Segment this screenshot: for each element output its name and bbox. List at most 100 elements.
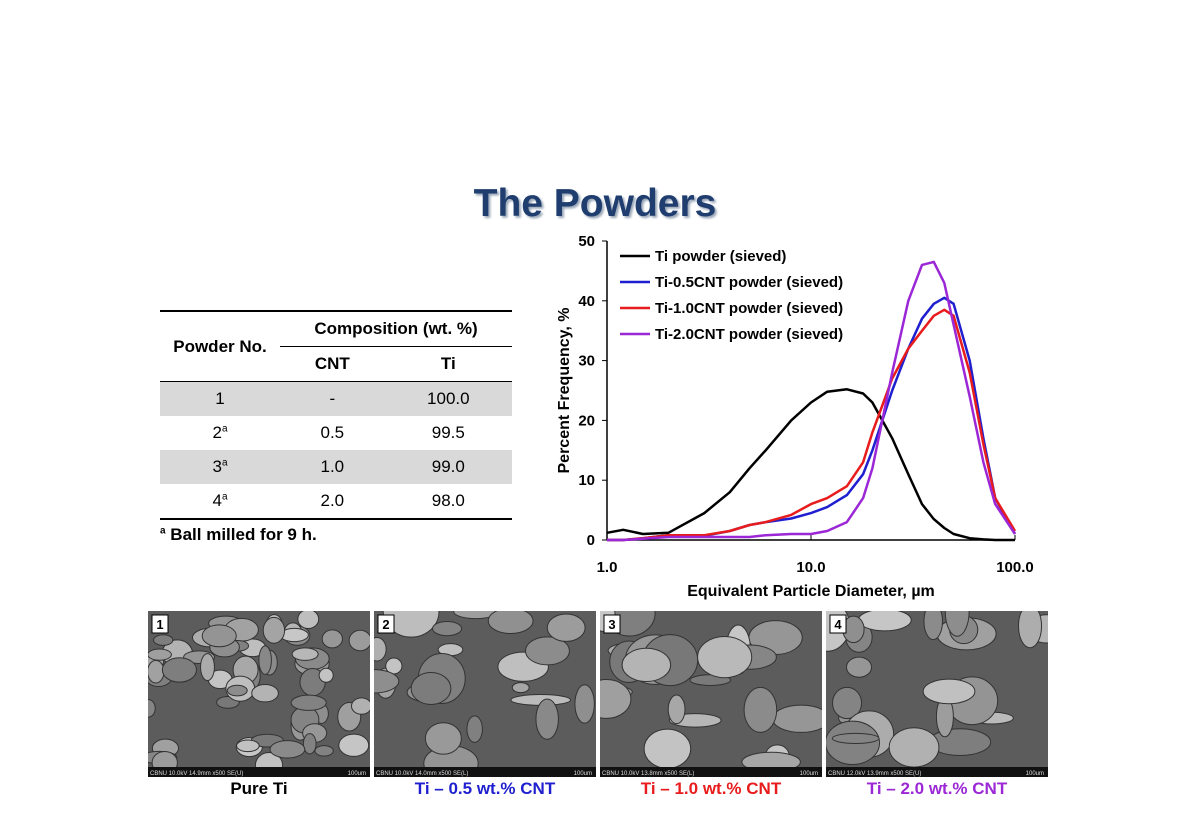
cell: 99.5 (431, 423, 465, 442)
particle (600, 679, 632, 719)
cell: 100.0 (384, 381, 512, 416)
x-tick-label: 10.0 (796, 559, 825, 576)
particle (262, 616, 286, 644)
footnote-text: Ball milled for 9 h. (170, 525, 317, 544)
particle (944, 611, 970, 637)
info-bar (148, 767, 370, 777)
particle (269, 740, 306, 759)
scale-text: 100um (348, 771, 366, 777)
info-bar (600, 767, 822, 777)
y-tick-label: 50 (578, 233, 595, 250)
number-box (151, 614, 169, 634)
particle (466, 715, 483, 743)
particle (258, 645, 272, 675)
number-text: 1 (156, 617, 163, 632)
composition-table: Powder No. Composition (wt. %) CNT Ti 1 -… (160, 310, 512, 520)
caption: Ti – 1.0 wt.% CNT (640, 779, 782, 798)
particle (251, 684, 279, 703)
header-cell: Powder No. (173, 336, 267, 356)
micrograph: CBNU 10.0kV 14.0mm x500 SE(L) 100um 2 (374, 611, 596, 777)
legend-label: Ti-2.0CNT powder (sieved) (655, 326, 843, 343)
cell: 1 (160, 381, 280, 416)
info-text: CBNU 10.0kV 13.8mm x500 SE(L) (602, 771, 694, 777)
particle (574, 684, 595, 724)
legend-label: Ti-1.0CNT powder (sieved) (655, 300, 843, 317)
micrograph: CBNU 10.0kV 14.9mm x500 SE(U) 100um 1 (148, 611, 370, 777)
number-box (603, 614, 621, 634)
number-text: 4 (834, 617, 842, 632)
cell-note: a (221, 423, 228, 435)
cell: 0.5 (320, 423, 345, 442)
number-box (829, 614, 847, 634)
particle (290, 694, 327, 711)
particle (888, 727, 940, 768)
info-bar (374, 767, 596, 777)
particle (845, 656, 873, 678)
particle (697, 635, 753, 679)
particle (148, 698, 156, 718)
scale-text: 100um (574, 771, 592, 777)
y-tick-label: 20 (578, 412, 595, 429)
y-tick-label: 0 (587, 532, 595, 549)
particle (832, 686, 863, 720)
y-axis-label: Percent Frequency, % (556, 308, 573, 474)
particle (318, 667, 334, 683)
y-tick-label: 40 (578, 293, 595, 310)
cell: 2a (160, 416, 280, 450)
particle (291, 647, 319, 661)
particle (424, 722, 462, 755)
info-text: CBNU 12.0kV 13.9mm x500 SE(U) (828, 771, 921, 777)
particle (621, 647, 672, 682)
footnote: a Ball milled for 9 h. (160, 525, 317, 545)
table-row: 4a 2.0 98.0 (160, 484, 512, 519)
caption: Ti – 0.5 wt.% CNT (414, 779, 556, 798)
cell: 1.0 (280, 450, 385, 484)
particle (524, 636, 570, 666)
cell: 2.0 (320, 491, 345, 510)
info-text: CBNU 10.0kV 14.9mm x500 SE(U) (150, 771, 243, 777)
particle (922, 678, 976, 705)
particle (321, 629, 343, 649)
footnote-mark: a (160, 525, 166, 537)
particle (153, 634, 174, 646)
particle (314, 745, 334, 757)
particle (546, 613, 586, 642)
particle (772, 704, 822, 733)
particle (374, 669, 400, 694)
micrograph: CBNU 10.0kV 13.8mm x500 SE(L) 100um 3 (600, 611, 822, 777)
number-text: 3 (608, 617, 615, 632)
table-row: 3a 1.0 99.0 (160, 450, 512, 484)
scale-text: 100um (1026, 771, 1044, 777)
cell: 4a (160, 484, 280, 519)
caption: Ti – 2.0 wt.% CNT (866, 779, 1008, 798)
particle (432, 620, 463, 637)
particle (350, 697, 370, 715)
particle (857, 611, 912, 632)
info-bar (826, 767, 1048, 777)
particle (200, 653, 215, 682)
info-text: CBNU 10.0kV 14.0mm x500 SE(L) (376, 771, 468, 777)
particle (338, 733, 370, 757)
particle (923, 611, 943, 641)
particle (535, 698, 559, 740)
particle (201, 624, 237, 648)
slide-title: The Powders (473, 182, 717, 225)
cell: - (280, 381, 385, 416)
number-box (377, 614, 395, 634)
particle (374, 637, 387, 662)
header-cell: Composition (wt. %) (280, 311, 512, 347)
cell-text: 2 (212, 423, 222, 442)
particle (1018, 611, 1043, 649)
series-line (606, 388, 1015, 542)
cell-text: 1 (215, 389, 225, 408)
series-line (607, 260, 1017, 542)
y-tick-label: 30 (578, 353, 595, 370)
x-tick-label: 100.0 (996, 559, 1034, 576)
particle (302, 733, 317, 755)
series-line (607, 308, 1017, 542)
legend-label: Ti powder (sieved) (655, 248, 786, 265)
number-text: 2 (382, 617, 389, 632)
cell-text: 4 (212, 491, 222, 510)
cell-note: a (221, 457, 228, 469)
micrograph: CBNU 12.0kV 13.9mm x500 SE(U) 100um 4 (826, 611, 1048, 777)
